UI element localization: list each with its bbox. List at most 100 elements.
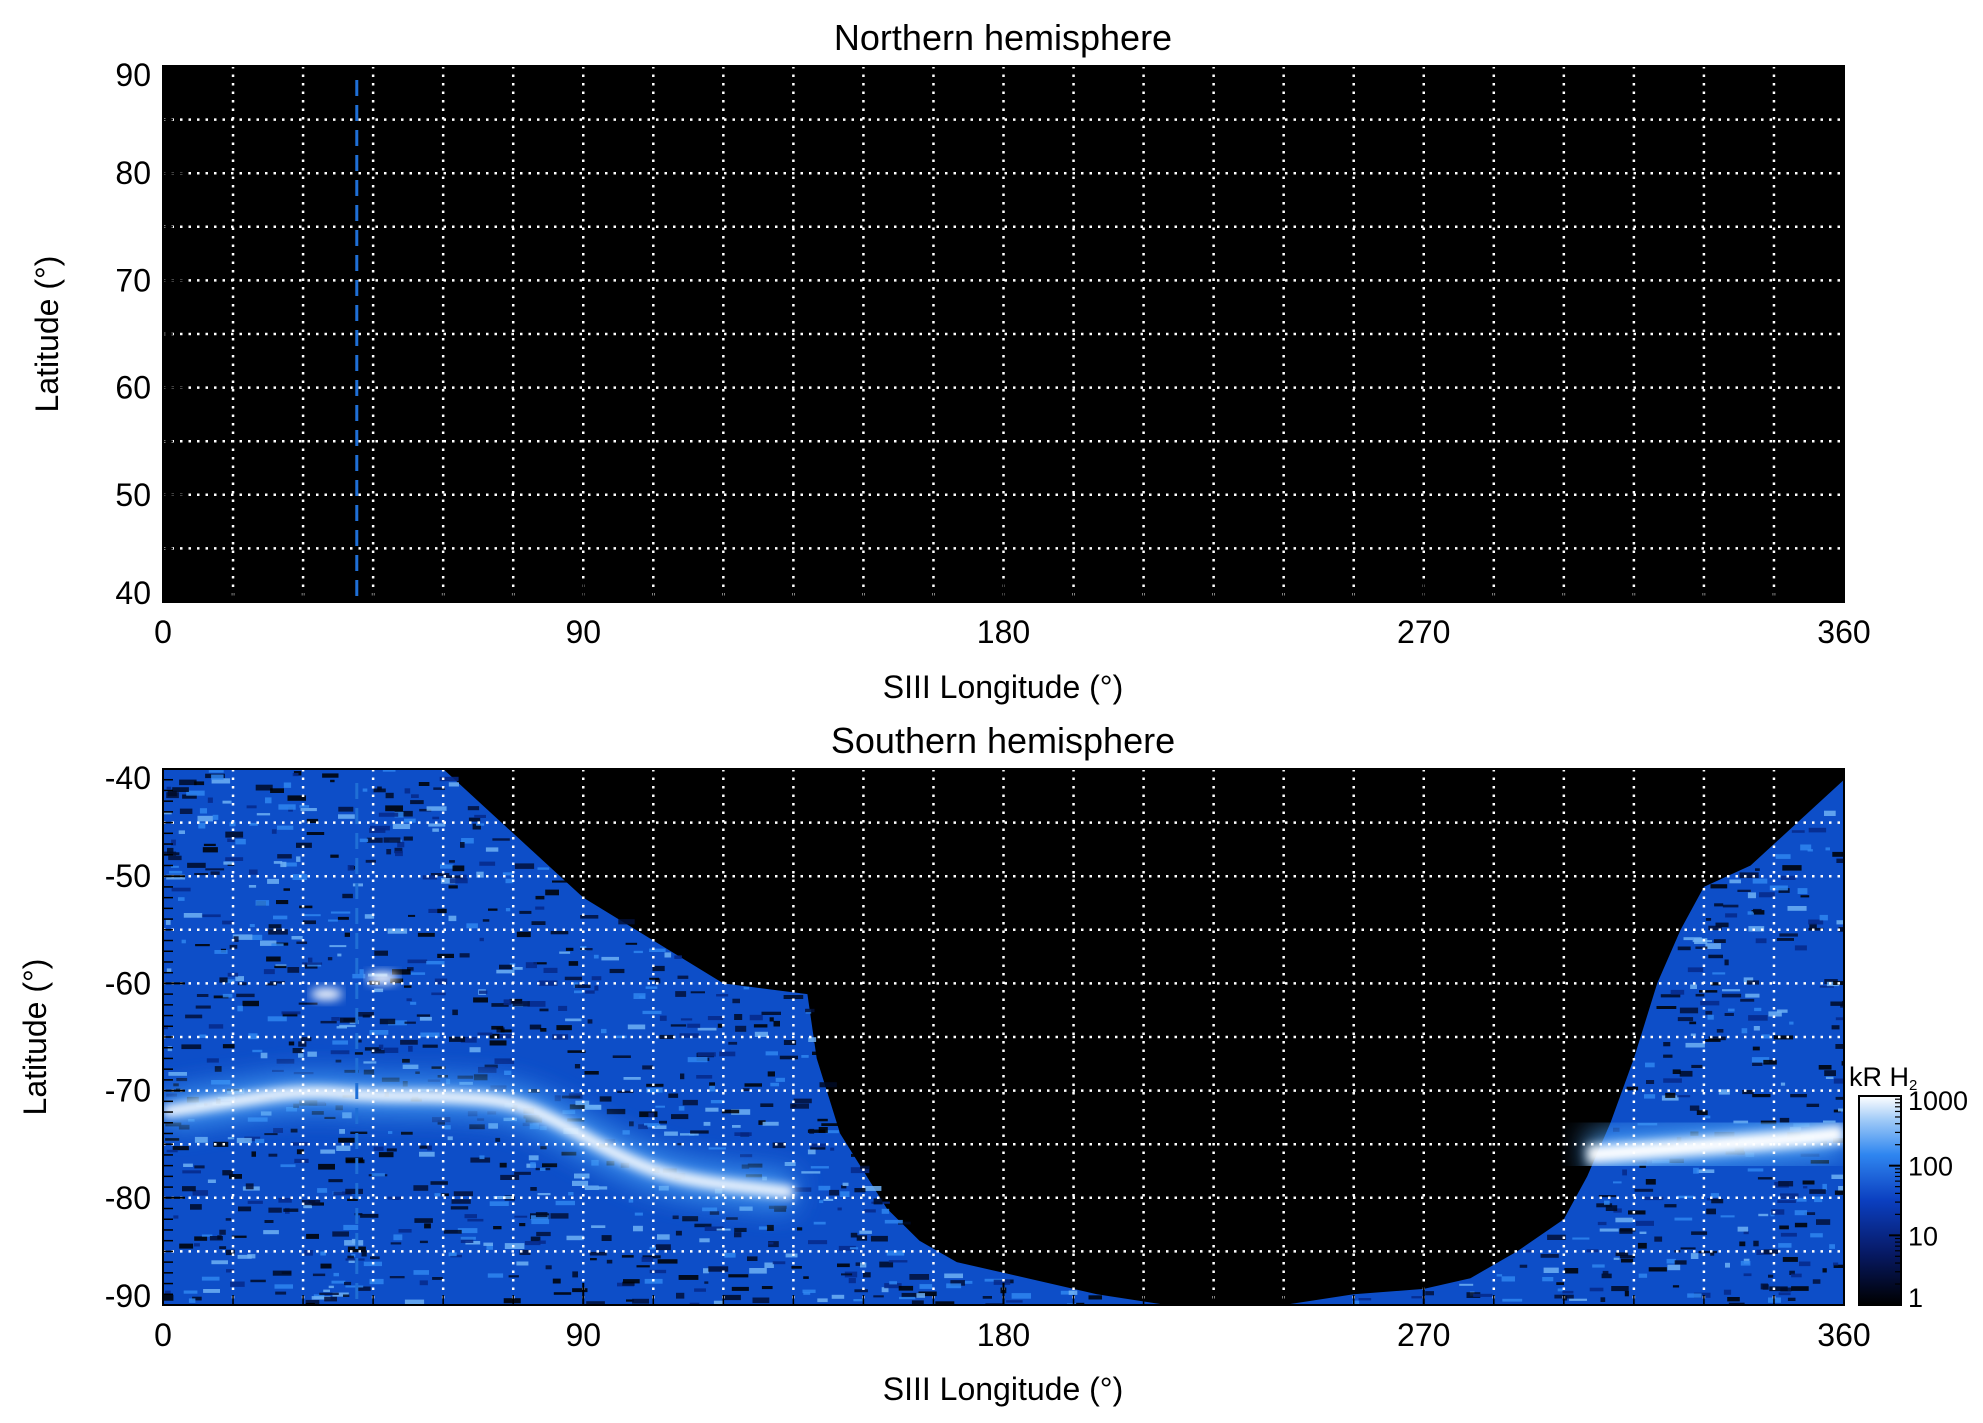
emission-speckle [373,1146,384,1151]
emission-speckle [1687,967,1704,973]
emission-speckle [678,1275,699,1280]
emission-speckle [476,871,484,878]
emission-speckle [324,1116,336,1119]
emission-speckle [265,797,272,804]
emission-speckle [1753,908,1762,913]
emission-speckle [1704,1115,1711,1119]
emission-speckle [333,1272,339,1277]
emission-speckle [447,1136,453,1141]
emission-speckle [352,973,366,979]
emission-speckle [741,1164,750,1169]
emission-speckle [552,1034,569,1040]
emission-speckle [944,1273,963,1279]
emission-speckle [810,1147,826,1150]
north-y-tick-label: 50 [115,477,151,513]
emission-speckle [694,1288,706,1292]
emission-speckle [386,849,392,855]
emission-speckle [672,1215,679,1220]
emission-speckle [1598,1195,1617,1198]
emission-speckle [413,1270,429,1275]
emission-speckle [273,915,288,920]
emission-speckle [797,1227,803,1231]
emission-speckle [1713,939,1726,943]
emission-speckle [1808,919,1824,925]
emission-speckle [503,999,512,1006]
emission-speckle [431,1066,446,1069]
emission-speckle [531,1219,550,1225]
emission-speckle [1814,1196,1823,1203]
emission-speckle [1833,1109,1841,1113]
emission-speckle [306,818,319,823]
emission-speckle [1562,1290,1574,1294]
emission-speckle [165,919,171,925]
emission-speckle [606,1259,613,1264]
emission-speckle [478,1066,497,1073]
emission-speckle [536,1231,551,1237]
emission-speckle [422,1044,438,1048]
emission-speckle [385,792,394,799]
emission-speckle [1737,1226,1749,1232]
emission-speckle [432,828,439,832]
emission-speckle [249,869,258,875]
emission-speckle [299,805,310,808]
emission-speckle [516,1261,529,1266]
emission-speckle [320,1251,326,1256]
emission-speckle [404,788,411,794]
emission-speckle [1729,879,1741,884]
emission-speckle [270,788,284,793]
emission-speckle [444,1125,451,1130]
emission-speckle [1691,1231,1708,1235]
emission-speckle [634,1212,643,1216]
emission-speckle [324,1296,337,1302]
emission-speckle [183,1163,193,1167]
emission-speckle [410,800,424,805]
emission-speckle [305,1299,320,1305]
emission-speckle [194,1136,208,1143]
emission-speckle [1796,1197,1807,1202]
emission-speckle [629,1121,634,1127]
emission-speckle [1752,878,1768,884]
emission-speckle [538,980,558,986]
emission-speckle [404,985,412,988]
emission-speckle [1780,1082,1786,1086]
emission-speckle [211,1080,231,1085]
emission-speckle [801,1055,809,1058]
emission-speckle [330,779,335,783]
emission-speckle [830,1147,835,1151]
emission-speckle [433,787,445,790]
emission-speckle [642,1010,662,1015]
emission-speckle [1763,1059,1777,1065]
emission-speckle [230,1281,245,1287]
emission-speckle [1597,1221,1607,1226]
emission-speckle [760,1103,774,1107]
emission-speckle [1740,998,1755,1002]
emission-speckle [338,806,354,812]
emission-speckle [1687,1293,1702,1298]
emission-speckle [280,861,287,868]
emission-speckle [802,1289,816,1293]
emission-speckle [1613,1181,1622,1184]
emission-speckle [503,1298,521,1304]
emission-speckle [1752,1062,1763,1066]
emission-speckle [1833,1078,1844,1084]
emission-speckle [612,1055,631,1058]
emission-speckle [411,794,419,798]
emission-speckle [298,1041,307,1047]
emission-speckle [1739,872,1759,879]
emission-speckle [201,1276,220,1281]
emission-speckle [769,1017,774,1022]
emission-speckle [993,1279,1011,1285]
emission-speckle [1773,1035,1794,1040]
emission-speckle [598,1186,608,1190]
emission-speckle [467,1218,484,1222]
emission-speckle [519,1249,531,1255]
emission-speckle [305,1302,315,1305]
emission-speckle [599,1096,612,1102]
emission-speckle [911,1300,924,1305]
emission-speckle [694,1223,712,1228]
emission-speckle [639,995,646,999]
emission-speckle [247,1200,263,1204]
emission-speckle [1601,1273,1612,1279]
emission-speckle [1644,1094,1656,1099]
emission-speckle [437,1119,445,1125]
